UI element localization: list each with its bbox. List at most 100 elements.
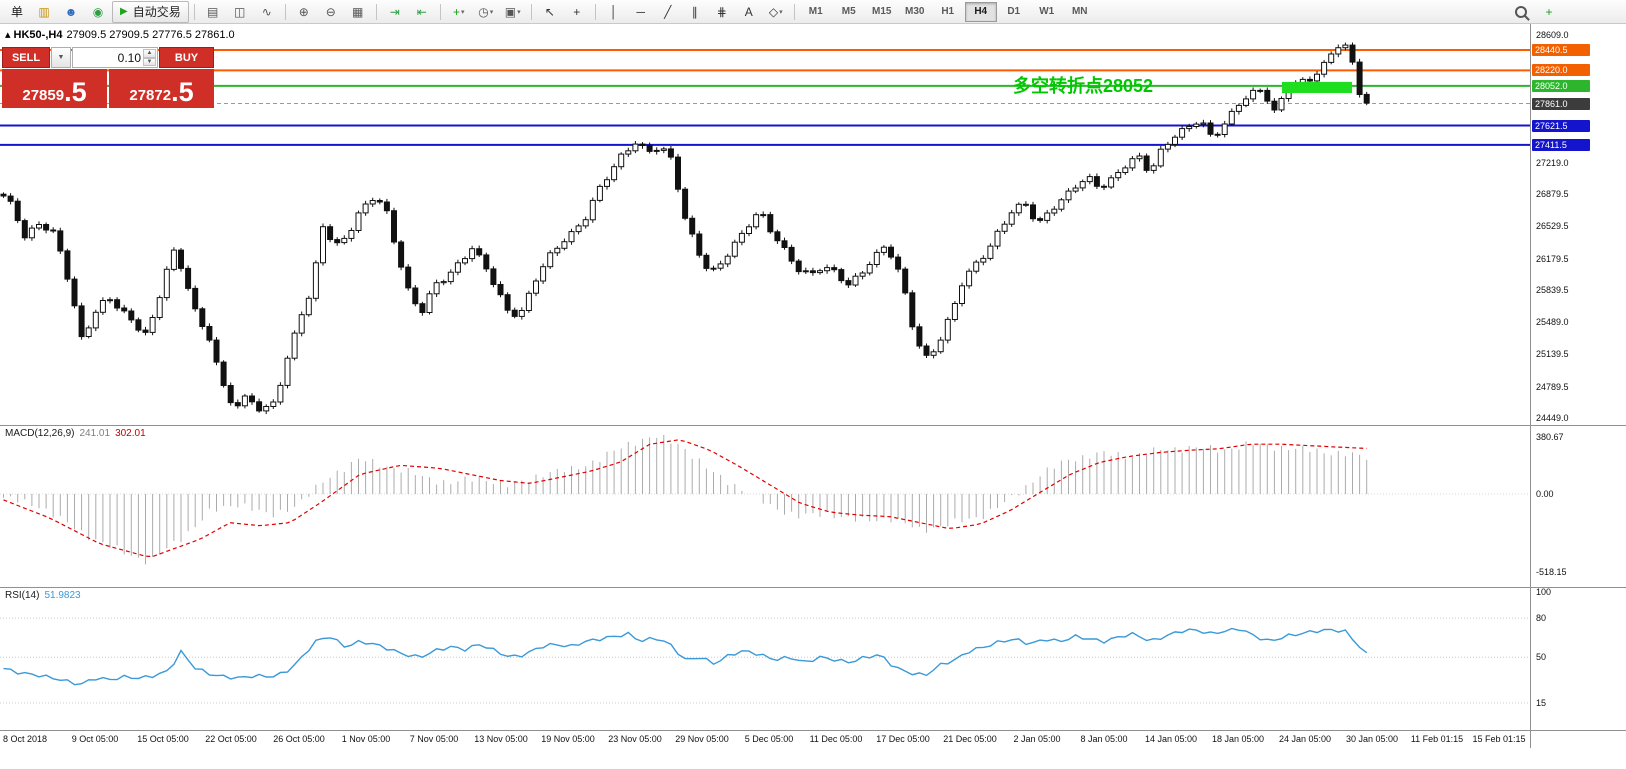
panel-splitter[interactable] [0, 730, 1626, 731]
candle-body [142, 329, 149, 333]
zoom-out-button[interactable]: ⊖ [318, 1, 344, 23]
timeframe-button-h4[interactable]: H4 [964, 1, 997, 22]
time-axis-label: 24 Jan 05:00 [1278, 734, 1332, 744]
time-axis-label: 5 Dec 05:00 [744, 734, 794, 744]
templates-button[interactable]: ▣ ▾ [500, 1, 526, 23]
ask-price-display[interactable]: 27872.5 [109, 69, 214, 108]
search-button[interactable] [1508, 1, 1534, 23]
toolbar-separator [193, 3, 195, 20]
candle-body [717, 263, 724, 269]
candle-body [831, 267, 838, 271]
trendline-tool-button[interactable]: ╱ [655, 1, 681, 23]
annotation-text[interactable]: 多空转折点28052 [1013, 75, 1153, 96]
time-axis-label: 8 Jan 05:00 [1080, 734, 1128, 744]
rsi-canvas[interactable] [0, 587, 1530, 730]
candle-body [341, 237, 348, 244]
macd-canvas[interactable] [0, 425, 1530, 587]
candle-body [568, 231, 575, 243]
periods-button[interactable]: ◷ ▾ [473, 1, 499, 23]
timeframe-button-m1[interactable]: M1 [808, 6, 823, 17]
volume-value: 0.10 [117, 50, 141, 65]
candle-body [36, 224, 42, 229]
community-icon-button[interactable]: ◉ [85, 1, 111, 23]
candle-body [1164, 143, 1171, 150]
stepper-up-button[interactable]: ▲ [143, 49, 156, 58]
horizontal-line-tool-button[interactable]: ─ [628, 1, 654, 23]
highlight-rectangle[interactable] [1282, 81, 1352, 93]
panel-splitter[interactable] [0, 425, 1626, 426]
tile-windows-button[interactable]: ▦ [345, 1, 371, 23]
timeframe-button-m5[interactable]: M5 [841, 6, 856, 17]
panel-splitter[interactable] [0, 587, 1626, 588]
channel-tool-icon: ∥ [691, 4, 698, 19]
stepper-down-button[interactable]: ▼ [143, 57, 156, 66]
zoom-in-icon: ⊕ [298, 4, 309, 19]
timeframe-button-h1[interactable]: H1 [941, 6, 955, 17]
candle-body [1264, 89, 1271, 102]
fibonacci-tool-button[interactable]: ⋕ [709, 1, 735, 23]
sell-button[interactable]: SELL [2, 47, 50, 68]
text-tool-button[interactable]: A [736, 1, 762, 23]
bar-chart-type-button[interactable]: ▤ [200, 1, 226, 23]
shapes-tool-button[interactable]: ◇ ▾ [763, 1, 789, 23]
profile-icon-button[interactable]: ☻ [58, 1, 84, 23]
candlestick-type-button[interactable]: ◫ [227, 1, 253, 23]
collapse-icon[interactable]: ▴ [5, 29, 11, 41]
rsi-axis-tick: 50 [1536, 652, 1547, 663]
cursor-tool-button[interactable]: ↖ [537, 1, 563, 23]
price-chart-panel[interactable]: 多空转折点28052 ▴ HK50-,H4 27909.5 27909.5 2777… [0, 24, 1530, 425]
candle-body [937, 339, 944, 353]
time-axis[interactable]: 8 Oct 2018 9 Oct 05:00 15 Oct 05:00 22 Oct … [0, 730, 1530, 748]
periods-icon: ◷ [478, 4, 489, 19]
candle-body [604, 179, 610, 187]
candle-body [28, 227, 35, 239]
line-chart-type-button[interactable]: ∿ [254, 1, 280, 23]
candle-body [1030, 204, 1036, 220]
timeframe-button-w1[interactable]: W1 [1039, 6, 1055, 17]
candle-body [838, 269, 845, 282]
candle-body [1065, 190, 1072, 201]
candle-body [753, 214, 760, 228]
macd-signal-line [3, 439, 1367, 558]
candle-body [71, 278, 78, 307]
volume-field[interactable]: 0.10 ▲ ▼ [72, 47, 158, 68]
timeframe-button-d1[interactable]: D1 [1007, 6, 1021, 17]
zoom-in-button[interactable]: ⊕ [291, 1, 317, 23]
auto-trading-button[interactable]: ▶ 自动交易 [112, 0, 189, 23]
new-order-button[interactable]: 单 [4, 1, 30, 23]
time-axis-label: 19 Nov 05:00 [541, 734, 595, 744]
charts-icon-button[interactable]: ▥ [31, 1, 57, 23]
candle-body [1101, 185, 1107, 188]
candle-body [277, 384, 284, 403]
chart-shift-button[interactable]: ⇤ [409, 1, 435, 23]
candle-body [1122, 167, 1129, 173]
price-axis[interactable]: 28609.0 27219.0 26879.5 26529.5 26179.5 25839… [1531, 24, 1626, 748]
rsi-panel[interactable]: RSI(14) 51.9823 [0, 587, 1530, 730]
buy-button[interactable]: BUY [159, 47, 214, 68]
timeframe-button-mn[interactable]: MN [1071, 6, 1088, 17]
timeframe-button-m30[interactable]: M30 [904, 6, 925, 17]
time-axis-label: 26 Oct 05:00 [273, 734, 325, 744]
bid-price-display[interactable]: 27859.5 [2, 69, 107, 108]
candle-body [284, 357, 291, 386]
play-icon: ▶ [120, 6, 128, 17]
price-axis-tick: 24449.0 [1536, 413, 1569, 423]
symbol-label: HK50-,H4 [13, 29, 63, 41]
crosshair-tool-button[interactable]: + [564, 1, 590, 23]
vertical-line-tool-button[interactable]: │ [601, 1, 627, 23]
new-order-icon: 单 [10, 4, 23, 19]
macd-panel[interactable]: MACD(12,26,9) 241.01 302.01 [0, 425, 1530, 587]
candle-body [170, 249, 177, 270]
auto-scroll-button[interactable]: ⇥ [382, 1, 408, 23]
new-window-button[interactable]: + [1536, 1, 1562, 23]
channel-tool-button[interactable]: ∥ [682, 1, 708, 23]
candle-body [1150, 165, 1157, 171]
candle-body [618, 153, 625, 168]
indicators-button[interactable]: + ▾ [446, 1, 472, 23]
candle-body [57, 230, 64, 252]
candle-body [596, 185, 603, 201]
trade-options-dropdown[interactable]: ▼ [51, 47, 71, 68]
price-chart-canvas[interactable]: 多空转折点28052 [0, 24, 1530, 425]
candle-body [788, 246, 795, 262]
timeframe-button-m15[interactable]: M15 [871, 6, 892, 17]
